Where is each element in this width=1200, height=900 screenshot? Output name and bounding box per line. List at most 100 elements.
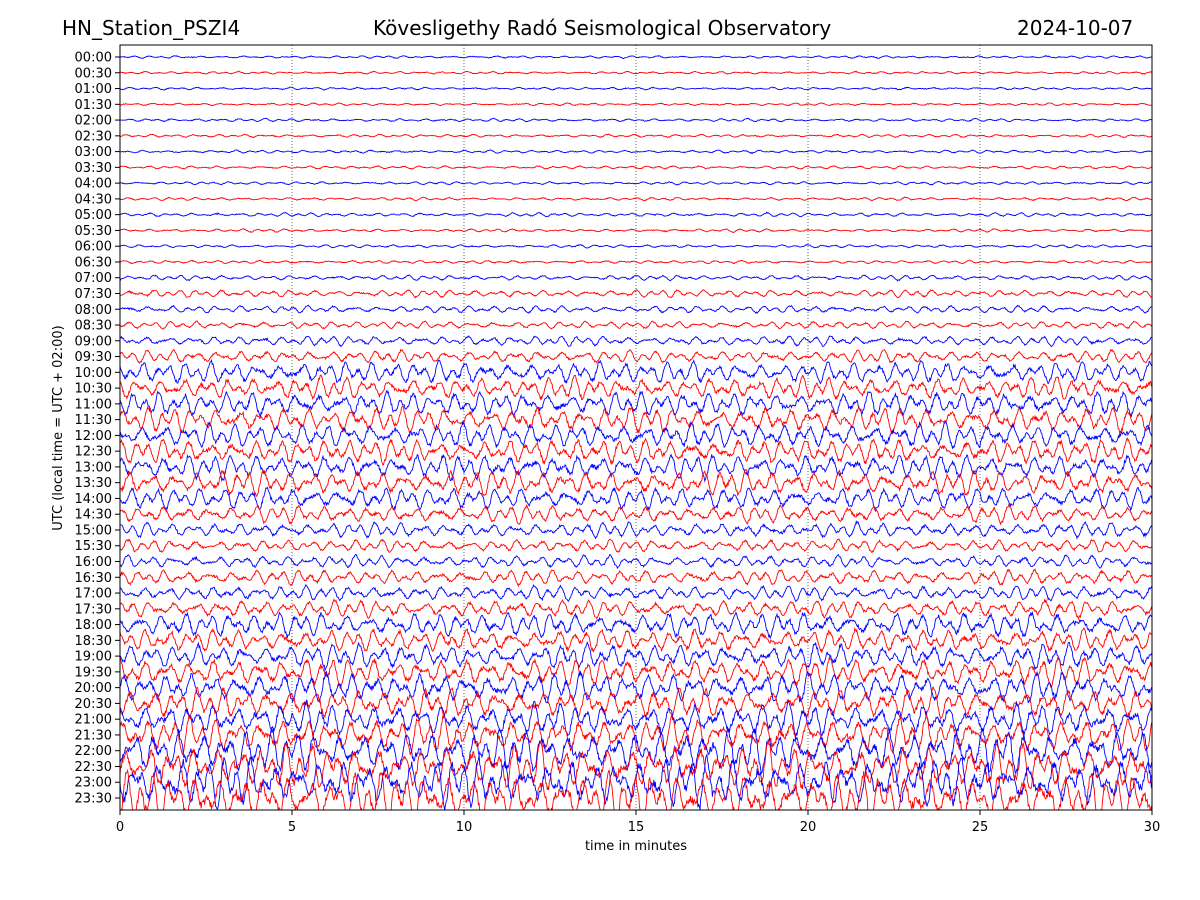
trace-0030	[120, 70, 1152, 75]
row-label: 12:00	[75, 429, 112, 444]
trace-1230	[120, 437, 1152, 466]
row-label: 09:00	[75, 334, 112, 349]
trace-1330	[120, 469, 1152, 497]
trace-1200	[120, 420, 1152, 450]
row-label: 04:30	[75, 192, 112, 207]
row-label: 19:00	[75, 650, 112, 665]
row-label: 15:30	[75, 539, 112, 554]
trace-1830	[120, 626, 1152, 654]
row-label: 05:30	[75, 224, 112, 239]
trace-0430	[120, 196, 1152, 202]
row-label: 04:00	[75, 177, 112, 192]
trace-1930	[120, 656, 1152, 690]
x-tick-label: 25	[972, 820, 989, 835]
trace-1500	[120, 519, 1152, 540]
row-label: 00:30	[75, 66, 112, 81]
row-label: 16:30	[75, 571, 112, 586]
row-label: 11:30	[75, 413, 112, 428]
trace-0200	[120, 117, 1152, 123]
trace-0700	[120, 274, 1152, 282]
trace-2230	[120, 739, 1152, 791]
row-label: 07:30	[75, 287, 112, 302]
trace-2200	[120, 725, 1152, 775]
row-label: 09:30	[75, 350, 112, 365]
trace-0500	[120, 211, 1152, 218]
row-label: 18:30	[75, 634, 112, 649]
x-tick-label: 30	[1144, 820, 1161, 835]
trace-0630	[120, 259, 1152, 265]
chart-title: Kövesligethy Radó Seismological Observat…	[373, 16, 832, 40]
row-label: 23:30	[75, 792, 112, 807]
row-label: 22:00	[75, 744, 112, 759]
row-label: 03:30	[75, 161, 112, 176]
row-label: 00:00	[75, 51, 112, 66]
trace-1630	[120, 568, 1152, 588]
trace-0300	[120, 149, 1152, 155]
row-label: 13:30	[75, 476, 112, 491]
trace-1030	[120, 374, 1152, 401]
x-tick-label: 20	[800, 820, 817, 835]
row-label: 14:30	[75, 508, 112, 523]
row-label: 02:00	[75, 114, 112, 129]
row-label: 03:00	[75, 145, 112, 160]
trace-1100	[120, 389, 1152, 418]
trace-1000	[120, 358, 1152, 385]
x-tick-label: 15	[628, 820, 645, 835]
station-label: HN_Station_PSZI4	[62, 16, 241, 40]
row-label: 20:30	[75, 697, 112, 712]
row-label: 02:30	[75, 129, 112, 144]
trace-2030	[120, 686, 1152, 720]
row-label: 17:30	[75, 602, 112, 617]
row-label: 06:30	[75, 255, 112, 270]
trace-0330	[120, 165, 1152, 170]
row-label: 20:00	[75, 681, 112, 696]
trace-0100	[120, 86, 1152, 91]
trace-1430	[120, 503, 1152, 526]
trace-0230	[120, 133, 1152, 139]
row-label: 13:00	[75, 460, 112, 475]
row-label: 18:00	[75, 618, 112, 633]
row-label: 14:00	[75, 492, 112, 507]
x-tick-label: 10	[456, 820, 473, 835]
x-tick-label: 0	[116, 820, 124, 835]
trace-0830	[120, 320, 1152, 330]
trace-1400	[120, 486, 1152, 513]
trace-2000	[120, 670, 1152, 704]
row-label: 10:30	[75, 382, 112, 397]
row-label: 21:30	[75, 728, 112, 743]
date-label: 2024-10-07	[1017, 16, 1134, 40]
trace-1130	[120, 405, 1152, 435]
row-label: 08:00	[75, 303, 112, 318]
row-label: 17:00	[75, 587, 112, 602]
trace-1300	[120, 453, 1152, 483]
row-label: 08:30	[75, 319, 112, 334]
y-axis-label: UTC (local time = UTC + 02:00)	[51, 325, 66, 530]
row-label: 12:30	[75, 445, 112, 460]
trace-0900	[120, 335, 1152, 348]
trace-0930	[120, 348, 1152, 365]
row-label: 11:00	[75, 397, 112, 412]
x-axis-label: time in minutes	[585, 839, 687, 854]
row-label: 22:30	[75, 760, 112, 775]
row-label: 15:00	[75, 523, 112, 538]
trace-1530	[120, 538, 1152, 554]
row-label: 19:30	[75, 665, 112, 680]
trace-1900	[120, 641, 1152, 672]
trace-0730	[120, 289, 1152, 299]
trace-0800	[120, 304, 1152, 314]
trace-2330	[120, 768, 1152, 810]
trace-0130	[120, 102, 1152, 107]
row-label: 21:00	[75, 713, 112, 728]
trace-0600	[120, 243, 1152, 249]
x-tick-label: 5	[288, 820, 296, 835]
trace-0400	[120, 180, 1152, 186]
row-label: 01:30	[75, 98, 112, 113]
row-label: 23:00	[75, 776, 112, 791]
row-label: 16:00	[75, 555, 112, 570]
row-label: 06:00	[75, 240, 112, 255]
row-label: 01:00	[75, 82, 112, 97]
row-label: 05:00	[75, 208, 112, 223]
trace-1600	[120, 553, 1152, 570]
